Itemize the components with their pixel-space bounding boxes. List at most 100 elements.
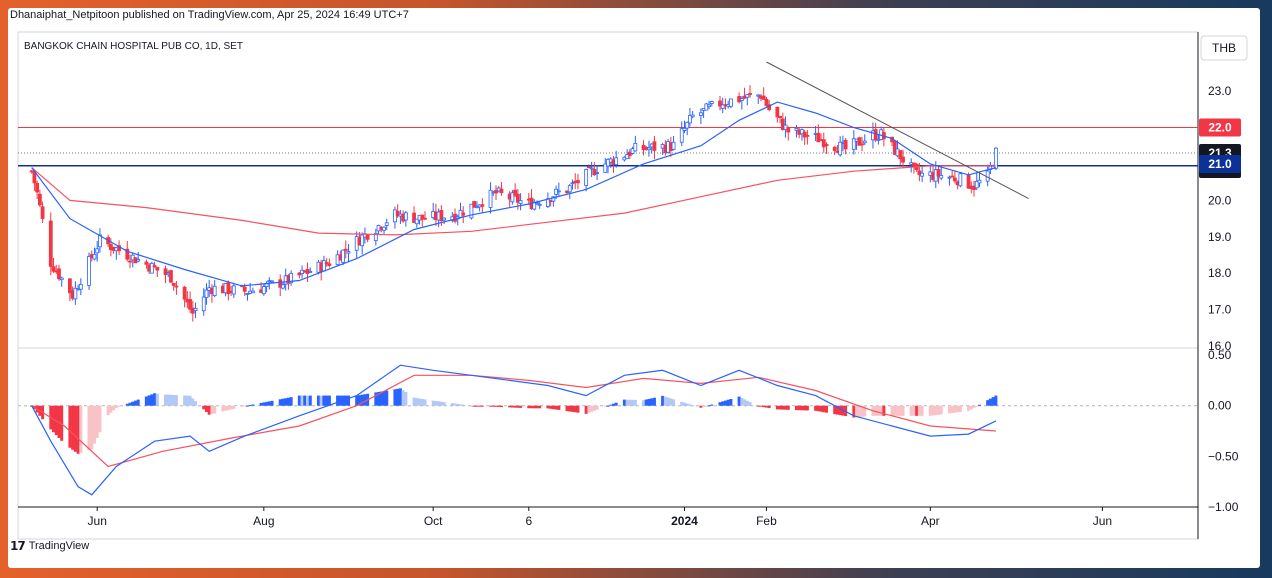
price-tick-label: 18.0 bbox=[1208, 266, 1232, 280]
candle-body bbox=[974, 180, 979, 189]
macd-bar bbox=[68, 405, 72, 448]
macd-bar bbox=[497, 405, 501, 407]
candle-body bbox=[67, 278, 72, 294]
macd-bar bbox=[240, 405, 244, 407]
macd-bar bbox=[412, 397, 416, 406]
chart-frame bbox=[8, 8, 1260, 568]
time-tick-label: 6 bbox=[525, 514, 532, 528]
macd-bar bbox=[79, 405, 83, 453]
macd-bar bbox=[472, 405, 476, 407]
macd-tick-label: −0.50 bbox=[1208, 449, 1239, 463]
candle-body bbox=[704, 103, 709, 111]
time-tick-label: Feb bbox=[756, 514, 777, 528]
macd-bar bbox=[958, 405, 962, 412]
macd-bar bbox=[442, 402, 446, 406]
candle-body bbox=[589, 167, 594, 170]
candle-body bbox=[614, 157, 619, 165]
candle-body bbox=[745, 94, 750, 98]
time-tick-label: 2024 bbox=[671, 514, 698, 528]
brand-label: TradingView bbox=[28, 540, 90, 552]
macd-bar bbox=[336, 395, 340, 406]
candle-body bbox=[764, 98, 769, 106]
candle-body bbox=[952, 177, 957, 182]
candle-body bbox=[707, 104, 711, 107]
macd-bar bbox=[917, 405, 921, 416]
macd-bar bbox=[270, 400, 274, 406]
ma-fast-line bbox=[31, 101, 997, 287]
candle-body bbox=[698, 112, 703, 116]
candle-body bbox=[603, 163, 608, 173]
currency-label: THB bbox=[1212, 41, 1236, 55]
candle-body bbox=[761, 95, 766, 100]
macd-bar bbox=[456, 403, 460, 406]
macd-bar bbox=[986, 400, 990, 406]
macd-tick-label: 0.00 bbox=[1208, 399, 1232, 413]
price-tick-label: 16.0 bbox=[1208, 339, 1232, 353]
candle-body bbox=[35, 182, 40, 193]
macd-bar bbox=[530, 405, 534, 409]
macd-bar bbox=[527, 405, 531, 409]
candle-body bbox=[439, 210, 444, 222]
macd-bar bbox=[756, 405, 760, 407]
candle-body bbox=[567, 185, 572, 193]
macd-bar bbox=[691, 405, 695, 407]
candle-body bbox=[231, 285, 236, 295]
macd-bar bbox=[404, 392, 408, 406]
macd-bar bbox=[988, 398, 992, 406]
macd-bar bbox=[953, 405, 957, 413]
macd-bar bbox=[117, 405, 121, 407]
macd-bar bbox=[281, 398, 285, 406]
macd-bar bbox=[480, 405, 484, 407]
macd-bar bbox=[893, 405, 897, 416]
macd-bar bbox=[614, 402, 618, 406]
macd-bar bbox=[185, 395, 189, 406]
macd-bar bbox=[879, 405, 883, 416]
macd-bar bbox=[584, 405, 588, 414]
ma-slow-line bbox=[31, 165, 996, 236]
publisher-caption: Dhanaiphat_Netpitoon published on Tradin… bbox=[10, 9, 409, 21]
macd-bar bbox=[633, 399, 637, 406]
candle-body bbox=[920, 172, 925, 177]
macd-bar bbox=[937, 405, 941, 415]
candle-body bbox=[343, 248, 348, 251]
macd-bar bbox=[994, 395, 998, 406]
macd-bar bbox=[647, 398, 651, 406]
footer: 𝟭𝟳 TradingView bbox=[10, 539, 89, 553]
macd-bar bbox=[125, 403, 129, 406]
macd-bar bbox=[76, 405, 80, 454]
macd-bar bbox=[248, 405, 252, 407]
candle-body bbox=[625, 154, 630, 159]
candle-body bbox=[947, 176, 952, 179]
candle-body bbox=[851, 138, 856, 150]
macd-bar bbox=[319, 395, 323, 406]
macd-line bbox=[31, 364, 997, 496]
candle-body bbox=[556, 190, 561, 193]
macd-bar bbox=[229, 405, 233, 410]
candle-body bbox=[775, 106, 780, 118]
macd-bar bbox=[494, 405, 498, 407]
tradingview-logo-icon: 𝟭𝟳 bbox=[10, 539, 26, 553]
macd-bar bbox=[322, 395, 326, 406]
candle-body bbox=[898, 150, 903, 160]
candle-body bbox=[48, 220, 53, 267]
candle-body bbox=[873, 129, 878, 141]
panes bbox=[17, 31, 1199, 540]
candle-body bbox=[188, 299, 192, 310]
macd-bar bbox=[491, 405, 495, 407]
candle-body bbox=[136, 259, 141, 262]
macd-bar bbox=[166, 394, 170, 406]
macd-bar bbox=[565, 405, 569, 412]
macd-bar bbox=[800, 405, 804, 411]
macd-bar bbox=[838, 405, 842, 416]
candle-body bbox=[857, 137, 862, 146]
macd-bar bbox=[611, 403, 615, 406]
candle-body bbox=[518, 200, 523, 204]
macd-bar bbox=[915, 405, 919, 416]
macd-bar bbox=[213, 405, 217, 414]
macd-bar bbox=[603, 405, 607, 407]
macd-bar bbox=[606, 405, 610, 407]
candle-body bbox=[59, 277, 64, 281]
macd-bar bbox=[699, 405, 703, 408]
plot-border bbox=[17, 31, 1199, 540]
